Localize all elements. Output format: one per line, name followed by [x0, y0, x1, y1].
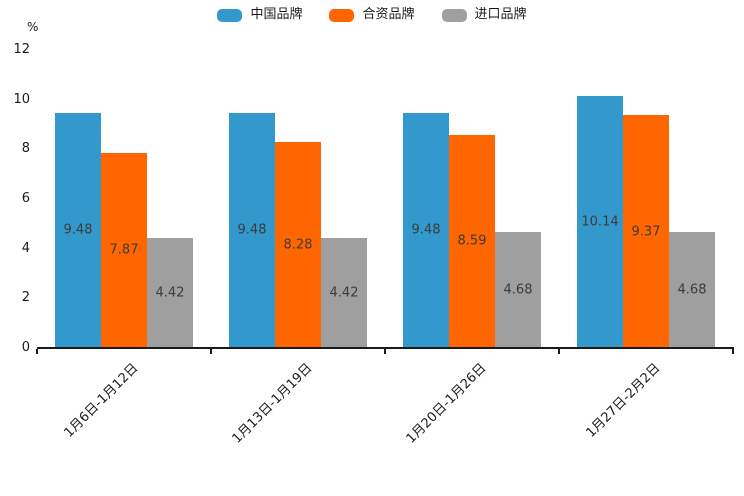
legend-item-0: 中国品牌 [217, 7, 302, 23]
bar-value-label: 9.48 [63, 222, 93, 238]
bar-value-label: 9.37 [631, 224, 661, 240]
x-axis-tick [384, 349, 386, 354]
x-axis-label: 1月27日-2月2日 [583, 360, 664, 441]
y-axis-tick-label: 10 [13, 91, 30, 107]
bar-cluster: 9.48 8.59 4.68 [403, 112, 541, 348]
x-axis-label: 1月20日-1月26日 [403, 360, 490, 447]
bar-合资品牌-3: 9.37 [623, 115, 669, 348]
legend-swatch-icon [441, 8, 467, 22]
x-axis-label: 1月6日-1月12日 [61, 360, 142, 441]
legend-item-1: 合资品牌 [329, 7, 415, 23]
bar-中国品牌-0: 9.48 [55, 112, 101, 348]
x-axis-label: 1月13日-1月19日 [229, 360, 316, 447]
bar-group-1: 9.48 8.28 4.42 [211, 50, 385, 348]
legend: 中国品牌 合资品牌 进口品牌 [0, 7, 744, 23]
legend-swatch-icon [217, 8, 243, 22]
bar-进口品牌-0: 4.42 [147, 238, 193, 348]
bar-group-0: 9.48 7.87 4.42 [37, 50, 211, 348]
bar-中国品牌-3: 10.14 [577, 96, 623, 348]
x-axis-tick [210, 349, 212, 354]
bar-中国品牌-1: 9.48 [229, 112, 275, 348]
y-axis-tick-label: 2 [21, 290, 30, 306]
bar-cluster: 10.14 9.37 4.68 [577, 96, 715, 348]
legend-item-2: 进口品牌 [441, 7, 527, 23]
bar-value-label: 8.59 [457, 233, 487, 249]
bar-进口品牌-1: 4.42 [321, 238, 367, 348]
x-axis-tick [732, 349, 734, 354]
y-axis-tick-label: 12 [13, 42, 30, 57]
bar-value-label: 8.28 [283, 237, 313, 253]
bar-value-label: 7.87 [109, 242, 139, 258]
bar-value-label: 9.48 [237, 222, 267, 238]
bar-进口品牌-3: 4.68 [669, 231, 715, 348]
y-axis-tick-label: 4 [21, 240, 30, 256]
bar-中国品牌-2: 9.48 [403, 112, 449, 348]
plot-area: 9.48 7.87 4.42 9.48 8.28 4.42 9.48 8.59 4.68 10.1… [37, 50, 733, 348]
bar-value-label: 9.48 [411, 222, 441, 238]
bar-value-label: 4.68 [503, 282, 533, 298]
bar-value-label: 4.42 [329, 285, 359, 301]
bar-value-label: 4.42 [155, 285, 185, 301]
legend-swatch-icon [329, 8, 355, 22]
bar-合资品牌-2: 8.59 [449, 134, 495, 348]
bar-cluster: 9.48 7.87 4.42 [55, 112, 193, 348]
y-axis-tick-label: 8 [21, 141, 30, 157]
x-axis-line [37, 347, 734, 349]
legend-label: 中国品牌 [250, 7, 303, 22]
legend-label: 合资品牌 [362, 7, 415, 22]
x-axis-tick [558, 349, 560, 354]
bar-group-3: 10.14 9.37 4.68 [559, 50, 733, 348]
y-axis-tick-label: 6 [21, 191, 30, 206]
bar-合资品牌-0: 7.87 [101, 152, 147, 348]
bar-cluster: 9.48 8.28 4.42 [229, 112, 367, 348]
bar-value-label: 4.68 [677, 282, 707, 298]
legend-label: 进口品牌 [474, 7, 527, 22]
bar-进口品牌-2: 4.68 [495, 231, 541, 348]
y-axis-unit-label: % [27, 20, 39, 34]
x-axis-tick [36, 349, 38, 354]
bar-value-label: 10.14 [581, 214, 619, 230]
bar-合资品牌-1: 8.28 [275, 142, 321, 348]
bar-group-2: 9.48 8.59 4.68 [385, 50, 559, 348]
y-axis-tick-label: 0 [21, 340, 30, 355]
